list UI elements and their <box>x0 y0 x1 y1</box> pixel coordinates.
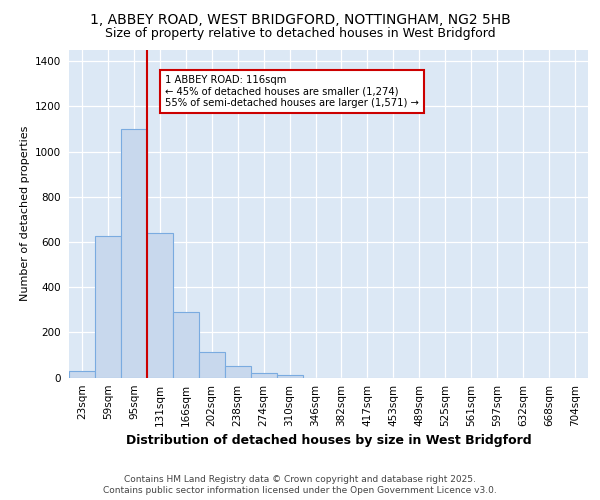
Bar <box>173 312 199 378</box>
Bar <box>251 373 277 378</box>
Text: Size of property relative to detached houses in West Bridgford: Size of property relative to detached ho… <box>104 28 496 40</box>
Bar <box>69 370 95 378</box>
Bar <box>225 366 251 378</box>
Bar <box>95 236 121 378</box>
Text: 1 ABBEY ROAD: 116sqm
← 45% of detached houses are smaller (1,274)
55% of semi-de: 1 ABBEY ROAD: 116sqm ← 45% of detached h… <box>165 75 419 108</box>
Bar <box>121 129 147 378</box>
Bar <box>199 352 224 378</box>
X-axis label: Distribution of detached houses by size in West Bridgford: Distribution of detached houses by size … <box>125 434 532 447</box>
Text: 1, ABBEY ROAD, WEST BRIDGFORD, NOTTINGHAM, NG2 5HB: 1, ABBEY ROAD, WEST BRIDGFORD, NOTTINGHA… <box>89 12 511 26</box>
Bar <box>277 375 302 378</box>
Text: Contains public sector information licensed under the Open Government Licence v3: Contains public sector information licen… <box>103 486 497 495</box>
Text: Contains HM Land Registry data © Crown copyright and database right 2025.: Contains HM Land Registry data © Crown c… <box>124 475 476 484</box>
Y-axis label: Number of detached properties: Number of detached properties <box>20 126 29 302</box>
Bar <box>147 233 173 378</box>
